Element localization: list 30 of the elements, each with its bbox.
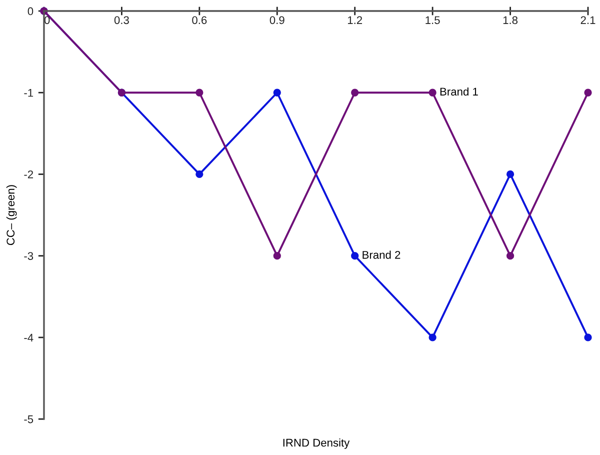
x-tick-label: 2.1 [580,16,596,24]
annotation: Brand 1 [440,87,478,96]
x-tick-label: 1.2 [348,16,362,24]
point [584,88,592,96]
point [351,88,359,96]
x-axis-title: IRND Density [283,438,350,449]
y-tick-label: 0 [28,7,34,16]
point [428,88,436,96]
x-tick-label: 0.3 [114,16,129,24]
x-tick-label: 1.5 [426,16,440,24]
point [506,252,514,260]
point [196,170,204,178]
x-tick-label: 0.6 [192,16,207,24]
point [584,334,592,342]
annotation: Brand 2 [362,250,400,259]
x-tick-label: 1.8 [503,16,518,24]
point [506,170,514,178]
y-tick-label: -3 [24,252,34,260]
point [351,252,359,260]
x-tick-label: 0 [44,16,50,24]
point [196,88,204,96]
point [273,88,281,96]
x-tick-label: 0.9 [270,16,284,24]
point [428,334,436,342]
y-tick-label: -1 [24,89,34,97]
y-tick-label: -5 [24,415,34,424]
y-axis-title: CC– (green) [6,185,17,246]
y-tick-label: -2 [24,170,34,178]
y-tick-label: -4 [24,334,34,342]
point [273,252,281,260]
